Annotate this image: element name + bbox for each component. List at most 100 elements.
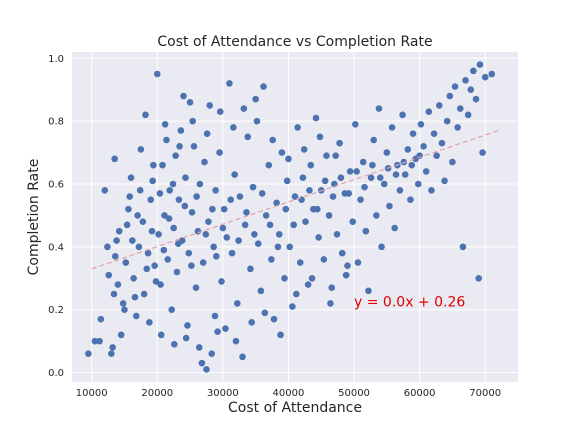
data-point (281, 274, 288, 282)
data-point (214, 328, 221, 336)
data-point (189, 117, 196, 125)
data-point (338, 249, 346, 257)
data-point (404, 146, 412, 153)
data-point (415, 180, 422, 188)
data-point (320, 256, 328, 263)
data-point (226, 80, 233, 87)
data-point (352, 120, 359, 128)
data-point (113, 237, 120, 244)
data-point (282, 205, 290, 213)
data-point (159, 161, 166, 169)
data-point (302, 218, 309, 226)
data-point (451, 83, 459, 90)
data-point (449, 158, 456, 166)
data-point (285, 155, 292, 163)
data-point (188, 262, 195, 270)
data-point (147, 196, 155, 204)
data-point (380, 180, 388, 188)
data-point (218, 278, 225, 285)
data-point (163, 136, 170, 144)
data-point (194, 227, 202, 235)
data-point (408, 161, 416, 169)
x-tick-label: 30000 (207, 388, 239, 399)
data-point (251, 230, 258, 238)
data-point (143, 265, 151, 273)
data-point (268, 256, 275, 263)
data-point (115, 227, 123, 235)
data-point (177, 127, 185, 134)
data-point (383, 149, 391, 156)
data-point (151, 262, 158, 270)
data-point (137, 146, 145, 153)
x-tick-label: 70000 (469, 388, 501, 399)
data-point (470, 67, 477, 75)
data-point (328, 284, 336, 292)
data-point (321, 177, 329, 185)
data-point (149, 177, 156, 185)
data-point (342, 271, 350, 279)
data-point (278, 149, 286, 156)
data-point (365, 287, 372, 295)
data-point (134, 212, 141, 219)
data-point (362, 227, 370, 235)
data-point (443, 117, 451, 125)
data-point (150, 161, 157, 169)
data-point (188, 208, 196, 216)
data-point (479, 149, 486, 156)
data-point (416, 152, 423, 160)
data-point (441, 177, 448, 185)
data-point (375, 105, 383, 112)
data-point (164, 256, 172, 263)
data-point (140, 290, 148, 298)
data-point (476, 61, 484, 68)
x-tick-label: 60000 (404, 388, 436, 399)
data-point (216, 149, 223, 156)
data-point (184, 322, 191, 329)
data-point (266, 221, 274, 229)
data-point (123, 221, 131, 229)
data-point (308, 274, 316, 282)
data-point (275, 230, 283, 238)
data-point (359, 158, 367, 166)
data-point (96, 337, 103, 345)
data-point (126, 193, 134, 200)
plot-background (72, 52, 518, 382)
data-point (223, 234, 231, 241)
regression-equation: y = 0.0x + 0.26 (354, 295, 465, 311)
data-point (110, 290, 118, 298)
y-axis-label: Completion Rate (26, 159, 42, 276)
data-point (155, 230, 162, 238)
data-point (435, 102, 443, 109)
data-point (166, 186, 174, 194)
data-point (293, 290, 300, 298)
data-point (203, 130, 211, 138)
data-point (401, 171, 409, 178)
data-point (111, 252, 119, 260)
data-point (261, 309, 269, 317)
data-point (464, 111, 472, 119)
data-point (392, 171, 400, 178)
data-point (265, 161, 273, 169)
data-point (459, 243, 467, 251)
data-point (296, 259, 304, 266)
data-point (182, 334, 190, 342)
data-point (454, 124, 461, 131)
data-point (210, 243, 217, 251)
data-point (228, 249, 236, 257)
data-point (307, 161, 315, 169)
data-point (290, 221, 297, 229)
data-point (367, 174, 375, 182)
data-point (198, 359, 206, 367)
data-point (202, 230, 210, 238)
data-point (236, 193, 244, 200)
data-point (148, 227, 156, 235)
data-point (252, 95, 259, 103)
data-point (109, 344, 116, 351)
data-point (254, 240, 262, 248)
data-point (369, 161, 376, 169)
data-point (227, 196, 235, 204)
data-point (219, 224, 227, 232)
data-point (142, 111, 149, 119)
y-tick-label: 0.2 (48, 305, 64, 316)
y-tick-labels: 0.0 0.2 0.4 0.6 0.8 1.0 (48, 54, 64, 379)
